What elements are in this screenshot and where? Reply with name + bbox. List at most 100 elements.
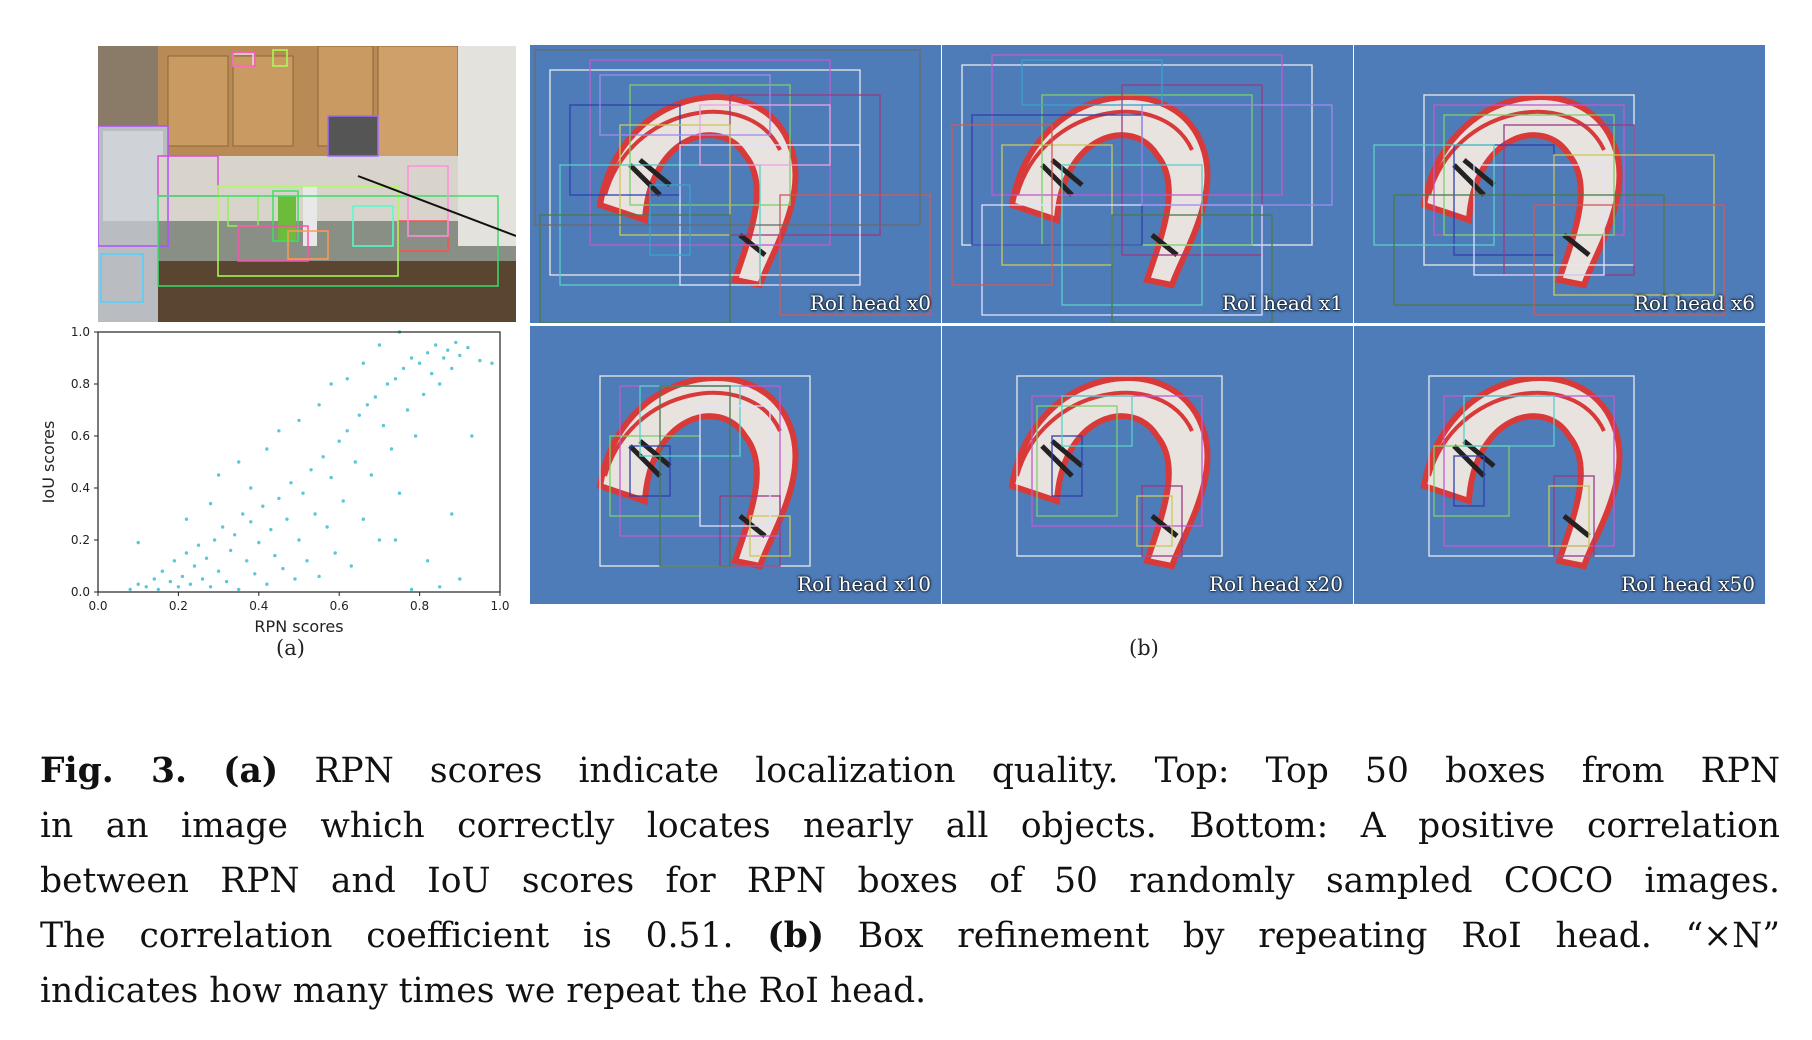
- scatter-point: [357, 413, 361, 417]
- detection-box: [1463, 395, 1555, 447]
- panel-iteration-label: RoI head x50: [1621, 572, 1755, 596]
- scatter-point: [397, 491, 402, 495]
- scatter-plot: 0.0 0.2 0.4 0.6 0.8 1.0 0.0 0.2 0.4 0.6 0.8 1.0 RPN…: [40, 326, 510, 636]
- scatter-point: [281, 566, 285, 571]
- scatter-point: [373, 395, 378, 399]
- detection-box: [1061, 164, 1203, 306]
- scatter-point: [369, 473, 374, 477]
- scatter-point: [365, 403, 370, 407]
- scatter-point: [305, 559, 309, 563]
- detection-box: [649, 184, 691, 256]
- scatter-point: [325, 525, 329, 529]
- scatter-point: [321, 455, 325, 459]
- detection-box: [1041, 94, 1253, 246]
- scatter-point: [241, 512, 245, 516]
- scatter-point: [257, 540, 261, 545]
- scatter-point: [313, 512, 317, 516]
- panel-b-label: (b): [1129, 636, 1159, 660]
- panel-a-label: (a): [276, 636, 305, 660]
- x-tick-label: 0.0: [88, 599, 107, 613]
- scatter-point: [228, 548, 233, 553]
- scatter-point: [442, 356, 446, 360]
- scatter-point: [438, 585, 442, 589]
- scatter-point: [277, 496, 281, 501]
- scatter-point: [381, 423, 386, 428]
- detection-box: [1141, 104, 1333, 206]
- x-tick-label: 0.6: [330, 599, 349, 613]
- scatter-point: [329, 475, 333, 480]
- scatter-point: [385, 382, 390, 386]
- detection-box: [1553, 475, 1595, 557]
- scatter-point: [466, 345, 470, 350]
- kite-image: [1373, 94, 1725, 316]
- y-tick-label: 1.0: [71, 326, 90, 339]
- scatter-point: [341, 499, 345, 503]
- detection-box: [1428, 375, 1635, 557]
- kite-image: [1008, 375, 1223, 570]
- scatter-point: [478, 358, 482, 363]
- detection-box: [534, 49, 921, 226]
- y-tick-label: 0.6: [71, 429, 90, 443]
- figure-number: Fig. 3.: [40, 751, 187, 791]
- scatter-point: [220, 525, 225, 529]
- detection-box: [539, 214, 731, 323]
- detection-box: [1036, 405, 1118, 517]
- scatter-point: [438, 382, 442, 386]
- detection-box: [1111, 214, 1273, 323]
- detection-box: [659, 385, 731, 567]
- scatter-point: [409, 587, 414, 592]
- scatter-point: [261, 504, 265, 508]
- y-tick-label: 0.0: [71, 585, 90, 599]
- scatter-point: [184, 551, 189, 555]
- scatter-point: [425, 559, 430, 563]
- caption-line-3: between RPN and IoU scores for RPN boxes…: [40, 861, 1780, 901]
- axes: 0.0 0.2 0.4 0.6 0.8 1.0 0.0 0.2 0.4 0.6 0.8 1.0: [71, 326, 510, 613]
- scatter-point: [237, 587, 241, 592]
- scatter-point: [224, 579, 229, 584]
- y-tick-label: 0.2: [71, 533, 90, 547]
- scatter-point: [265, 582, 269, 586]
- detection-box: [1121, 84, 1263, 256]
- caption-line-5: indicates how many times we repeat the R…: [40, 971, 927, 1011]
- scatter-point: [349, 564, 353, 568]
- scatter-point: [429, 371, 434, 376]
- scatter-point: [393, 377, 398, 381]
- caption-a-marker: (a): [223, 751, 279, 791]
- scatter-point: [353, 460, 357, 464]
- detection-box: [719, 495, 781, 567]
- panel-iteration-label: RoI head x6: [1633, 291, 1755, 315]
- scatter-point: [204, 556, 209, 560]
- scatter-point: [433, 343, 438, 347]
- scatter-point: [446, 348, 450, 352]
- detection-box: [619, 124, 731, 236]
- kite-image: [951, 54, 1333, 323]
- detection-box: [699, 104, 831, 166]
- scatter-point: [152, 577, 156, 581]
- scatter-point: [277, 429, 281, 433]
- scatter-point: [156, 587, 160, 592]
- scatter-point: [196, 543, 201, 547]
- scatter-point: [301, 491, 305, 495]
- plot-frame: [97, 331, 501, 593]
- panel-iteration-label: RoI head x20: [1209, 572, 1343, 596]
- detection-box: [1051, 435, 1083, 497]
- scatter-point: [188, 582, 193, 586]
- scatter-point: [297, 418, 301, 423]
- detection-box: [1553, 154, 1715, 296]
- scatter-point: [249, 486, 253, 490]
- scatter-point: [317, 574, 321, 579]
- scatter-point: [417, 361, 422, 365]
- kite-panel: RoI head x1: [942, 45, 1353, 323]
- scatter-point: [232, 533, 237, 537]
- scatter-point: [490, 361, 494, 365]
- scatter-point: [409, 356, 414, 360]
- detection-box: [1021, 59, 1163, 106]
- kite-panel: RoI head x6: [1354, 45, 1765, 323]
- scatter-point: [458, 353, 462, 358]
- detection-box: [1016, 375, 1223, 557]
- detection-box: [1136, 495, 1173, 547]
- scatter-point: [337, 439, 341, 443]
- scatter-point: [269, 527, 273, 532]
- scatter-point: [405, 408, 410, 412]
- detection-box: [1473, 164, 1605, 276]
